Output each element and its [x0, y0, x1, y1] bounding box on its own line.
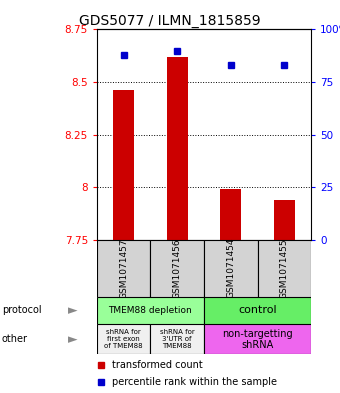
Text: protocol: protocol [2, 305, 41, 316]
Text: ►: ► [68, 333, 78, 346]
Bar [150, 324, 204, 354]
Text: GSM1071456: GSM1071456 [173, 238, 182, 299]
Bar [167, 57, 188, 240]
Bar [204, 324, 311, 354]
Text: GSM1071454: GSM1071454 [226, 238, 235, 298]
Bar [204, 240, 258, 297]
Text: non-targetting
shRNA: non-targetting shRNA [222, 329, 293, 350]
Bar [97, 324, 150, 354]
Text: TMEM88 depletion: TMEM88 depletion [108, 306, 192, 315]
Bar [97, 240, 150, 297]
Text: ►: ► [68, 304, 78, 317]
Text: control: control [238, 305, 277, 316]
Text: GDS5077 / ILMN_1815859: GDS5077 / ILMN_1815859 [79, 14, 261, 28]
Text: percentile rank within the sample: percentile rank within the sample [112, 377, 277, 387]
Bar [113, 90, 134, 240]
Bar [97, 297, 204, 324]
Text: GSM1071457: GSM1071457 [119, 238, 128, 299]
Text: transformed count: transformed count [112, 360, 203, 369]
Text: shRNA for
3'UTR of
TMEM88: shRNA for 3'UTR of TMEM88 [160, 329, 194, 349]
Bar [220, 189, 241, 240]
Text: other: other [2, 334, 28, 344]
Bar [274, 200, 295, 240]
Text: shRNA for
first exon
of TMEM88: shRNA for first exon of TMEM88 [104, 329, 143, 349]
Bar [258, 240, 311, 297]
Text: GSM1071455: GSM1071455 [280, 238, 289, 299]
Bar [150, 240, 204, 297]
Bar [204, 297, 311, 324]
